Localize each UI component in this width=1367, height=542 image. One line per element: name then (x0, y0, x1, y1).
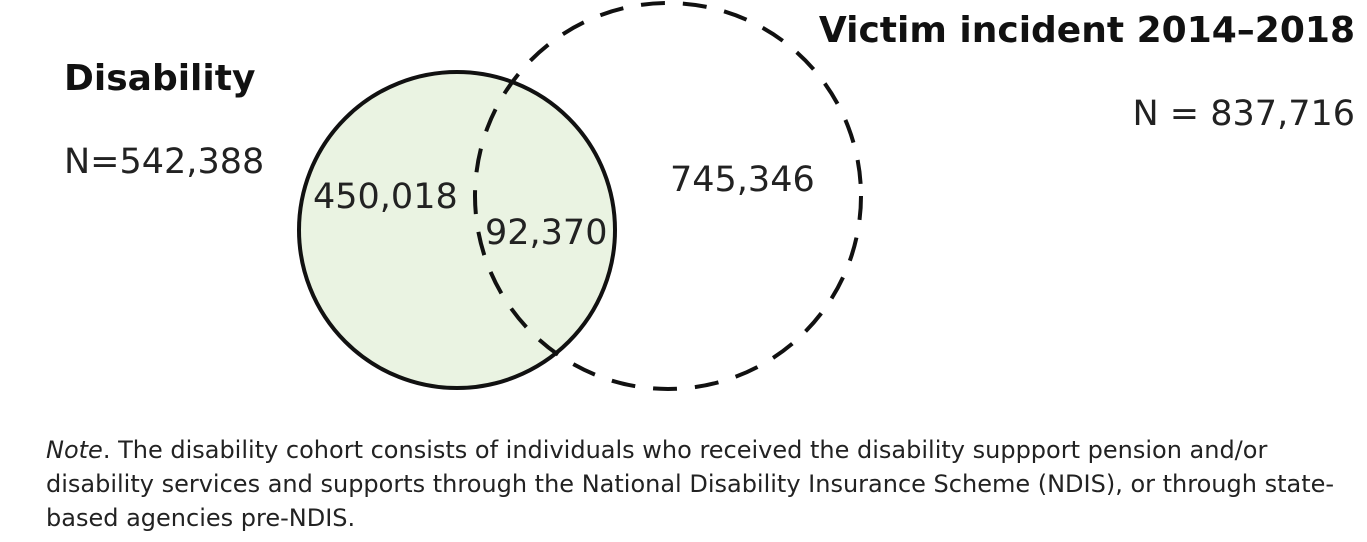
victim-incident-count: N = 837,716 (1132, 94, 1356, 134)
disability-title: Disability (64, 58, 256, 99)
victim-only-count: 745,346 (670, 160, 815, 200)
disability-only-count: 450,018 (313, 177, 458, 217)
disability-count: N=542,388 (64, 142, 265, 182)
victim-incident-circle (473, 1, 863, 391)
footnote: Note. The disability cohort consists of … (46, 433, 1336, 535)
note-label: Note (46, 436, 103, 464)
venn-diagram: 450,018 92,370 745,346 (297, 1, 863, 391)
victim-incident-title: Victim incident 2014–2018 (818, 10, 1355, 51)
disability-circle (297, 70, 617, 390)
overlap-count: 92,370 (485, 213, 607, 253)
note-text: . The disability cohort consists of indi… (46, 436, 1335, 532)
